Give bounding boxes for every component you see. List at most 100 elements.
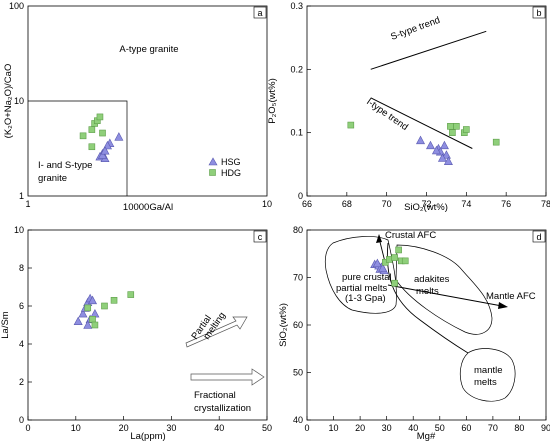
panel-b-ytick-label-3: 0.3 [290, 1, 303, 11]
point-hdg-5 [88, 143, 96, 151]
point-hsg-8 [83, 320, 93, 329]
panel-b-xtick-label-0: 66 [302, 199, 312, 209]
panel-c-ticks: 0 10 20 30 40 50 0 2 4 6 8 10 [14, 225, 272, 433]
point-hsg-6 [431, 145, 441, 155]
panel-b-tag: b [536, 8, 541, 18]
point-hdg-1 [449, 129, 456, 136]
panel-d: d Crustal AFC pure crustal partial melts… [278, 225, 550, 442]
panel-c-ylabel: La/Sm [0, 311, 11, 339]
panel-b-ylabel: P₂O₅(wt%) [267, 78, 278, 124]
panel-b-ytick-label-1: 0.1 [290, 128, 303, 138]
point-hsg-1 [78, 308, 88, 318]
panel-a-points [79, 113, 124, 162]
panel-d-ytick-label-4: 80 [293, 225, 303, 235]
panel-b-annotation-stype: S-type trend [389, 15, 441, 43]
panel-c-points [73, 291, 135, 329]
panel-d-xtick-label-6: 60 [461, 423, 471, 433]
panel-c-ytick-label-0: 0 [19, 415, 24, 425]
panel-c-fractional-crystallization-arrow [190, 368, 265, 386]
point-hdg-6 [391, 279, 398, 287]
panel-d-xtick-label-1: 10 [329, 423, 339, 433]
point-hdg-1 [88, 126, 96, 133]
panel-c-tag-box [253, 230, 267, 243]
panel-b-ticks: 66 68 70 72 74 76 78 0 0.1 0.2 0.3 [290, 1, 550, 209]
point-hdg-0 [347, 121, 355, 129]
panel-c-xtick-label-5: 50 [262, 423, 272, 433]
point-hdg-2 [91, 321, 99, 329]
panel-a-ytick-10: 10 [14, 96, 24, 106]
trend-line-1 [370, 97, 473, 149]
point-hdg-1 [89, 315, 96, 323]
point-hsg-7 [437, 153, 447, 162]
panel-d-ticks: 0 10 20 30 40 50 60 70 80 90 40 50 60 70 80 [293, 225, 550, 433]
panel-a-tag: a [257, 8, 262, 18]
panel-a-xtick-10: 10 [262, 199, 272, 209]
panel-d-xtick-label-2: 20 [355, 423, 365, 433]
panel-b-frame [306, 5, 547, 197]
panel-d-annotation-partial-melts: partial melts [336, 283, 387, 294]
legend-hsg-marker [208, 157, 218, 166]
panel-a-tag-box [253, 6, 267, 19]
legend-hsg-label: HSG [221, 157, 241, 167]
panel-b-ytick-label-2: 0.2 [290, 64, 303, 74]
panel-d-xtick-label-7: 70 [488, 423, 498, 433]
point-hdg-5 [447, 123, 454, 130]
panel-d-mixing-curve [386, 242, 469, 354]
panel-d-annotation-adakites: adakites [414, 274, 450, 285]
panel-d-tag: d [536, 232, 541, 242]
panel-d-mantle-melts-field [459, 348, 516, 402]
point-hdg-3 [395, 246, 402, 254]
point-hsg-5 [88, 295, 98, 305]
panel-c-ytick-label-3: 6 [19, 301, 24, 311]
point-hdg-5 [401, 257, 409, 265]
panel-b-points [347, 121, 500, 165]
panel-c-annotation-fractional: Fractional [194, 390, 236, 401]
point-hsg-5 [441, 150, 451, 159]
panel-d-xtick-label-0: 0 [304, 423, 309, 433]
panel-b-xlabel: SiO₂(wt%) [404, 202, 448, 213]
panel-d-crustal-afc-arrowhead [376, 234, 382, 243]
panel-c-annotation-crystallization: crystallization [194, 403, 251, 414]
panel-c-frame [27, 229, 268, 421]
point-hsg-3 [439, 140, 449, 150]
panel-a-ylabel: (K₂O+Na₂O)/CaO [3, 64, 14, 139]
panel-d-crustal-melts-field [324, 236, 397, 314]
point-hdg-4 [110, 296, 118, 304]
panel-d-annotation-crustal-afc: Crustal AFC [385, 230, 436, 241]
panel-d-annotation-mantle: mantle [474, 365, 503, 376]
point-hdg-3 [101, 302, 108, 310]
point-hdg-4 [96, 113, 104, 121]
panel-b: b S-type trend I-type trend 66 68 70 72 74 76… [267, 1, 550, 213]
point-hsg-0 [114, 132, 124, 141]
point-hsg-7 [100, 146, 110, 155]
panel-c-xlabel: La(ppm) [130, 431, 165, 442]
panel-b-tag-box [532, 6, 546, 19]
panel-d-xlabel: Mg# [417, 431, 436, 442]
panel-a-legend: HSG HDG [208, 157, 241, 178]
panel-d-ylabel: SiO₂(wt%) [278, 303, 289, 347]
panel-d-xtick-label-4: 40 [408, 423, 418, 433]
panel-b-xtick-label-3: 72 [421, 199, 431, 209]
point-hdg-5 [127, 291, 135, 298]
point-hdg-2 [391, 254, 398, 261]
panel-d-points [370, 246, 409, 287]
panel-d-xtick-label-5: 50 [435, 423, 445, 433]
panel-a-annotation-istype-1: I- and S-type [38, 160, 92, 171]
point-hsg-7 [90, 308, 100, 318]
point-hsg-6 [98, 150, 108, 159]
panel-c-ytick-label-1: 2 [19, 377, 24, 387]
panel-d-tag-box [532, 230, 546, 243]
panel-a-field-boundary [28, 100, 128, 196]
panel-c-ytick-label-5: 10 [14, 225, 24, 235]
panel-c-xtick-label-0: 0 [25, 423, 30, 433]
trend-line-0 [370, 30, 487, 70]
panel-d-ytick-label-3: 70 [293, 273, 303, 283]
panel-b-xtick-label-6: 78 [541, 199, 550, 209]
point-hsg-1 [425, 140, 435, 150]
panel-c-ytick-label-4: 8 [19, 263, 24, 273]
panel-b-xtick-label-1: 68 [342, 199, 352, 209]
point-hsg-5 [372, 258, 382, 268]
panel-d-xtick-label-8: 80 [514, 423, 524, 433]
panel-b-xtick-label-2: 70 [382, 199, 392, 209]
